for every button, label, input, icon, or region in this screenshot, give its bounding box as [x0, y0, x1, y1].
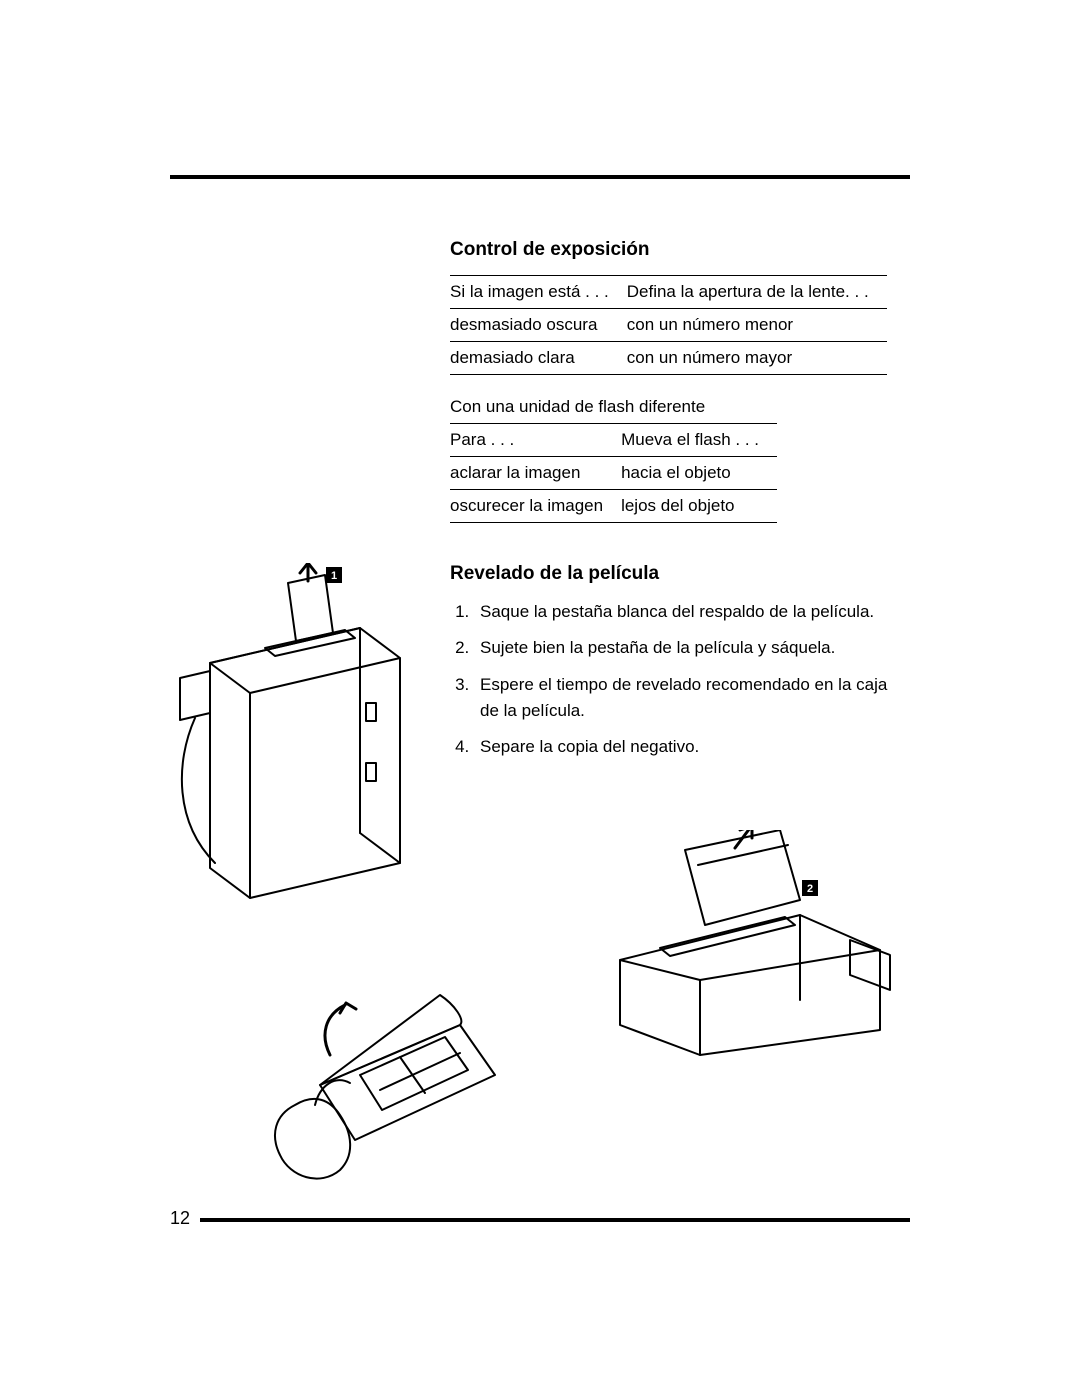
- flash-subcaption: Con una unidad de flash diferente: [450, 397, 910, 417]
- step-2: Sujete bien la pestaña de la película y …: [474, 635, 910, 661]
- bottom-horizontal-rule: [200, 1218, 910, 1222]
- illustration-film-back: 1: [170, 563, 440, 923]
- step-3: Espere el tiempo de revelado recomendado…: [474, 672, 910, 725]
- table1-hdr-col1: Si la imagen está . . .: [450, 276, 627, 309]
- illustration-peel-print: [260, 965, 520, 1200]
- top-horizontal-rule: [170, 175, 910, 179]
- illustration-pull-film: 2: [590, 830, 910, 1065]
- callout-2-label: 2: [807, 883, 813, 895]
- steps-list: Saque la pestaña blanca del respaldo de …: [474, 599, 910, 761]
- table2-r1c2: hacia el objeto: [621, 457, 777, 490]
- table2-r1c1: aclarar la imagen: [450, 457, 621, 490]
- table2-r2c2: lejos del objeto: [621, 490, 777, 523]
- step-1: Saque la pestaña blanca del respaldo de …: [474, 599, 910, 625]
- step-4: Separe la copia del negativo.: [474, 734, 910, 760]
- table2-hdr-col2: Mueva el flash . . .: [621, 424, 777, 457]
- section1-heading: Control de exposición: [450, 239, 910, 261]
- table1-r1c2: con un número menor: [627, 309, 887, 342]
- table1-hdr-col2: Defina la apertura de la lente. . .: [627, 276, 887, 309]
- callout-1-label: 1: [331, 570, 337, 582]
- section2-heading: Revelado de la película: [450, 563, 910, 585]
- table1-r2c2: con un número mayor: [627, 342, 887, 375]
- table1-r1c1: desmasiado oscura: [450, 309, 627, 342]
- table2-hdr-col1: Para . . .: [450, 424, 621, 457]
- table1-r2c1: demasiado clara: [450, 342, 627, 375]
- flash-table: Para . . . Mueva el flash . . . aclarar …: [450, 423, 777, 523]
- page-number: 12: [170, 1208, 190, 1229]
- exposure-control-section: Control de exposición Si la imagen está …: [450, 239, 910, 523]
- exposure-table: Si la imagen está . . . Defina la apertu…: [450, 275, 887, 375]
- table2-r2c1: oscurecer la imagen: [450, 490, 621, 523]
